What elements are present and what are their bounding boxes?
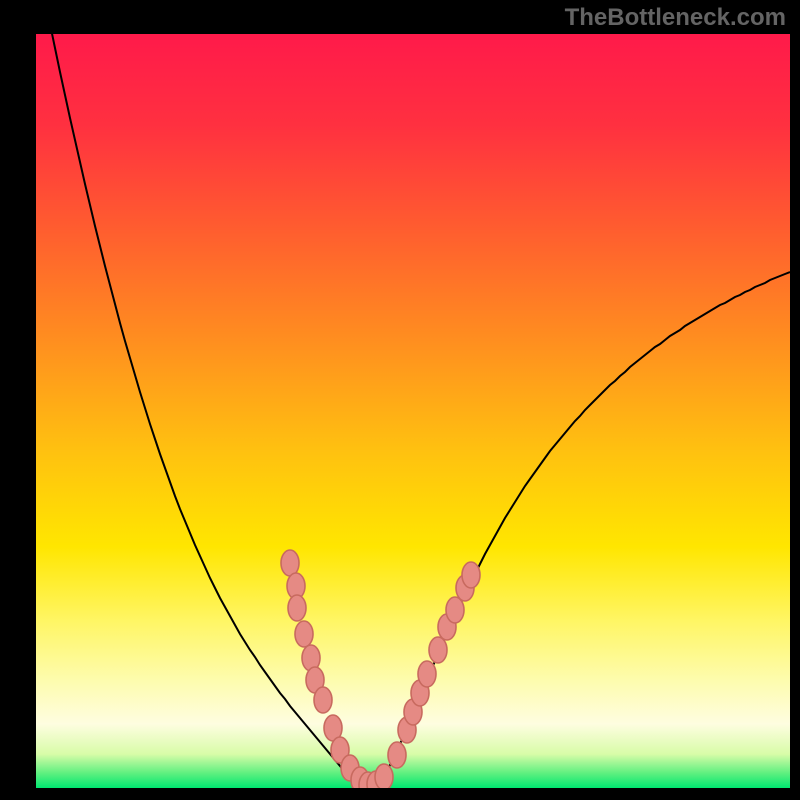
bottleneck-curve-chart: [36, 34, 790, 788]
curve-marker: [281, 550, 299, 576]
curve-marker: [295, 621, 313, 647]
gradient-background: [36, 34, 790, 788]
curve-marker: [446, 597, 464, 623]
curve-marker: [388, 742, 406, 768]
curve-marker: [418, 661, 436, 687]
curve-marker: [314, 687, 332, 713]
curve-marker: [429, 637, 447, 663]
curve-marker: [375, 764, 393, 788]
watermark-text: TheBottleneck.com: [565, 4, 786, 32]
curve-marker: [462, 562, 480, 588]
chart-frame: TheBottleneck.com: [0, 0, 800, 800]
curve-marker: [288, 595, 306, 621]
